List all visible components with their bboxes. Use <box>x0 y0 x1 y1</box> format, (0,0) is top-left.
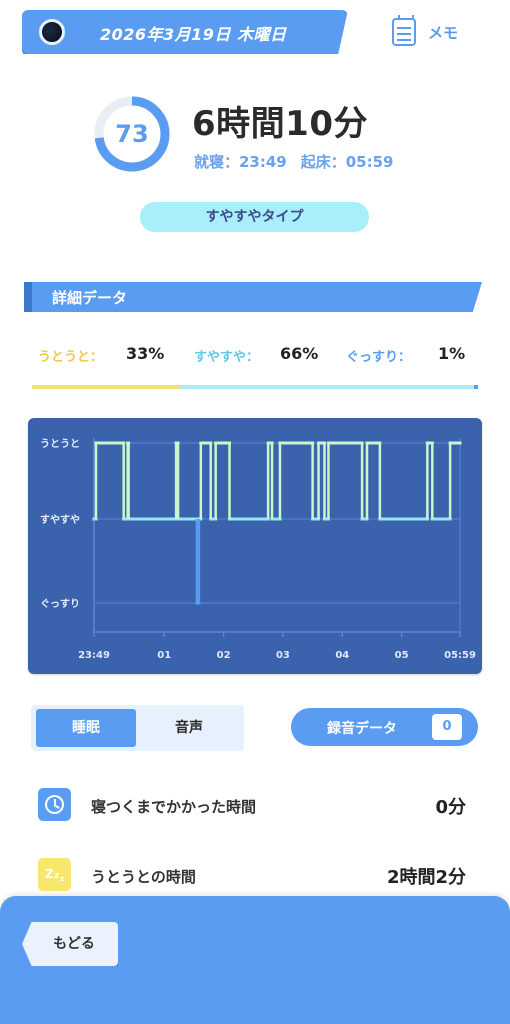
deep-sleep-label: ぐっすり： <box>346 350 412 365</box>
y-level-label: ぐっすり <box>40 598 80 610</box>
x-tick-label: 05 <box>395 650 409 661</box>
memo-button[interactable]: メモ <box>392 15 459 48</box>
sleep-stage-chart: うとうとすやすやぐっすり 23:49 01 02 03 04 05 05:59 <box>28 418 482 674</box>
detail-section-header: 詳細データ <box>24 282 482 312</box>
row-label: うとうとの時間 <box>91 868 196 886</box>
sleep-score-ring: 73 <box>93 95 171 173</box>
section-accent <box>24 282 32 312</box>
x-tick-label: 01 <box>157 650 171 661</box>
wake-time-text: 起床：05:59 <box>300 153 394 171</box>
tab-sleep[interactable]: 睡眠 <box>36 709 136 747</box>
list-item-light-sleep-time: Z z z うとうとの時間 2時間2分 <box>38 858 468 892</box>
sleep-stage-proportion-bar <box>32 385 478 389</box>
notepad-icon <box>392 15 416 46</box>
row-value: 2時間2分 <box>386 867 466 888</box>
x-tick-label: 03 <box>276 650 290 661</box>
proportion-segment-2 <box>473 385 478 389</box>
clock-icon <box>38 788 71 821</box>
row-value: 0分 <box>435 797 466 818</box>
x-tick-label: 04 <box>335 650 349 661</box>
moon-icon <box>39 19 65 45</box>
proportion-segment-0 <box>32 385 180 389</box>
recording-data-label: 録音データ <box>327 721 397 737</box>
light-sleep-label: うとうと： <box>38 350 104 365</box>
recording-data-button[interactable]: 録音データ 0 <box>291 708 478 746</box>
view-tab-group: 睡眠 音声 <box>31 705 244 751</box>
tab-audio[interactable]: 音声 <box>175 720 203 736</box>
memo-label: メモ <box>428 23 459 42</box>
back-button[interactable]: もどる <box>22 922 118 966</box>
date-banner: 2026年3月19日 木曜日 <box>22 10 348 54</box>
y-level-label: うとうと <box>40 438 80 450</box>
row-label: 寝つくまでかかった時間 <box>91 798 257 816</box>
recording-count-badge: 0 <box>432 714 462 740</box>
list-item-time-to-sleep: 寝つくまでかかった時間 0分 <box>38 788 468 822</box>
bottom-bar: もどる <box>0 896 510 1024</box>
x-tick-label: 05:59 <box>444 650 476 661</box>
zzz-icon: Z z z <box>38 858 71 891</box>
sleep-type-badge: すやすやタイプ <box>140 202 369 232</box>
light-sleep-value: 33% <box>126 344 165 363</box>
sleep-stage-stats: うとうと： 33% すやすや： 66% ぐっすり： 1% <box>38 344 478 368</box>
section-title: 詳細データ <box>52 289 128 307</box>
x-tick-label: 23:49 <box>78 650 110 661</box>
sleep-score-value: 73 <box>115 120 149 148</box>
x-tick-label: 02 <box>217 650 231 661</box>
normal-sleep-label: すやすや： <box>194 350 260 365</box>
bedtime-text: 就寝：23:49 <box>194 153 287 171</box>
proportion-segment-1 <box>179 385 474 389</box>
deep-sleep-value: 1% <box>438 344 466 363</box>
sleep-times: 就寝：23:49 起床：05:59 <box>194 151 408 172</box>
y-level-label: すやすや <box>40 514 80 526</box>
sleep-duration: 6時間10分 <box>192 104 368 144</box>
date-text: 2026年3月19日 木曜日 <box>100 25 287 44</box>
normal-sleep-value: 66% <box>280 344 319 363</box>
